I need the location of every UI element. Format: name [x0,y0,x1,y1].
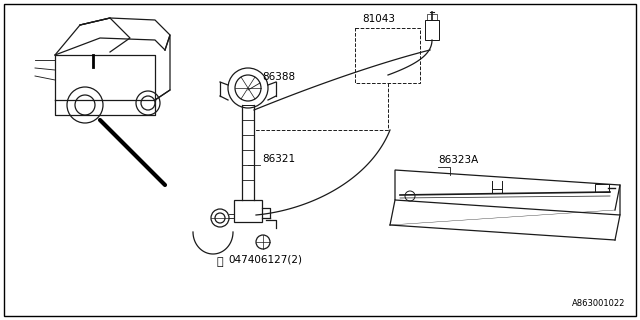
Text: 86388: 86388 [262,72,295,82]
Bar [595,184,609,192]
Text: 86323A: 86323A [438,155,478,165]
Bar [234,200,262,222]
Text: Ⓢ: Ⓢ [217,257,223,267]
Bar [427,14,437,20]
Text: 86321: 86321 [262,154,295,164]
Bar [355,28,420,83]
Text: 81043: 81043 [362,14,395,24]
Bar [425,20,439,40]
Text: 047406127(2): 047406127(2) [228,254,302,264]
Text: A863001022: A863001022 [572,299,625,308]
